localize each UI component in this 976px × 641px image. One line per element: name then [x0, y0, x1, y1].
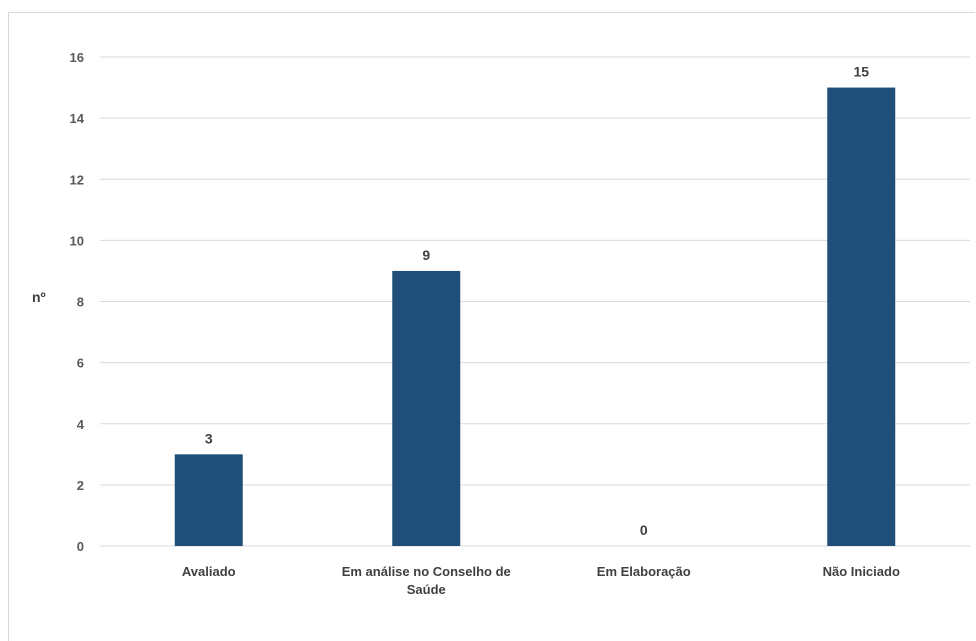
bar-3: [827, 87, 896, 546]
data-label: 3: [205, 430, 213, 446]
chart-frame: [8, 12, 975, 641]
x-category-label: Avaliado: [182, 564, 236, 579]
y-axis-ticks: 0 2 4 6 8 10 12 14 16: [70, 50, 85, 554]
bars: [174, 87, 896, 546]
x-category-label: Não Iniciado: [823, 564, 900, 579]
bar-1: [392, 270, 461, 546]
data-label: 15: [853, 64, 869, 80]
y-tick-label: 12: [70, 172, 84, 187]
x-category-label: Em Elaboração: [597, 564, 691, 579]
y-tick-label: 2: [77, 478, 84, 493]
y-tick-label: 16: [70, 50, 84, 65]
data-labels: 3 9 0 15: [205, 64, 869, 538]
y-tick-label: 0: [77, 539, 84, 554]
bar-0: [174, 454, 243, 546]
x-category-label: Em análise no Conselho de Saúde: [342, 564, 511, 597]
gridlines: [100, 56, 970, 547]
y-tick-label: 10: [70, 233, 84, 248]
y-tick-label: 8: [77, 295, 84, 310]
data-label: 0: [640, 522, 648, 538]
y-axis-title: nº: [32, 289, 46, 305]
data-label: 9: [422, 247, 430, 263]
y-tick-label: 6: [77, 356, 84, 371]
y-tick-label: 4: [77, 417, 85, 432]
x-axis-categories: Avaliado Em análise no Conselho de Saúde Em…: [182, 564, 900, 597]
y-tick-label: 14: [70, 111, 85, 126]
